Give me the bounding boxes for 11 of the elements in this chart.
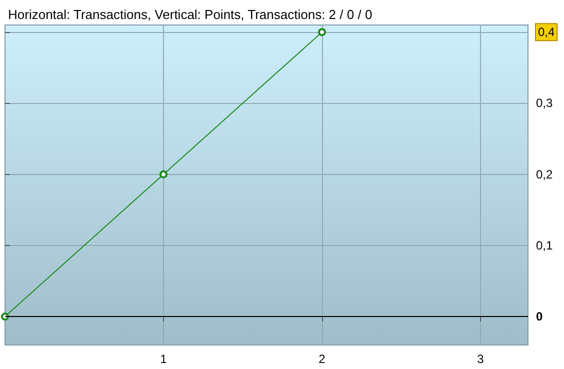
- point: [318, 28, 326, 36]
- y-tick-label: 0,4: [538, 25, 556, 40]
- y-tick-label: 0,3: [536, 96, 554, 110]
- x-tick-label: 3: [477, 352, 484, 366]
- y-tick-label: 0,2: [536, 167, 554, 182]
- point: [159, 170, 168, 178]
- chart-title: Horizontal: Transactions, Vertical: Points, Transactions: 2 / 0 / 0: [8, 7, 372, 22]
- x-tick-label: 2: [318, 352, 326, 366]
- y-tick-label: 0,1: [536, 238, 554, 252]
- y-tick-label: 0: [536, 310, 543, 324]
- x-tick-label: 1: [160, 352, 168, 366]
